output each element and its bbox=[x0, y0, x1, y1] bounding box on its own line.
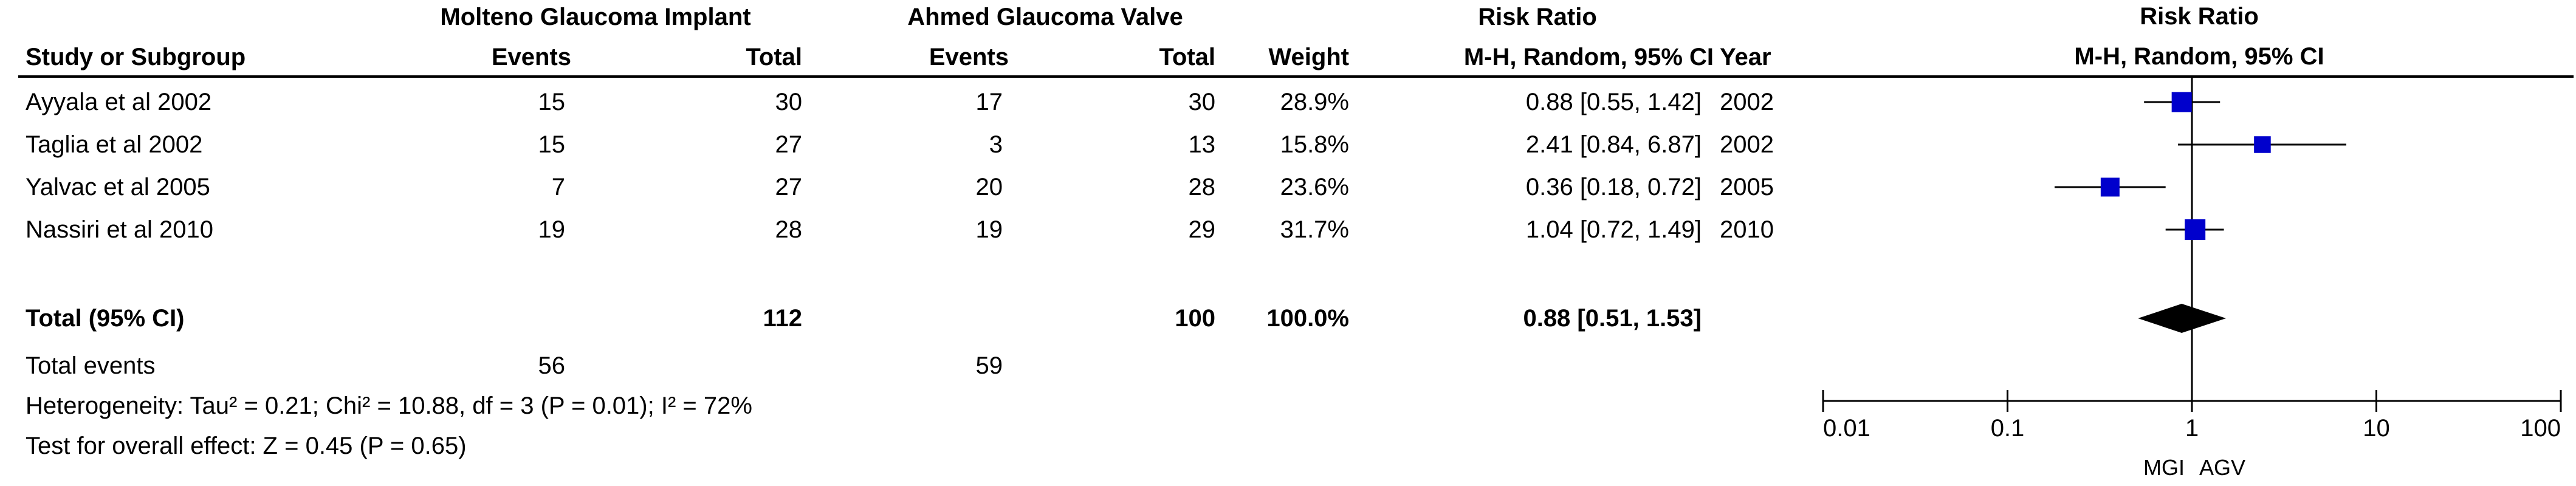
x-tick-label: 1 bbox=[2185, 415, 2199, 442]
control-total: 30 bbox=[1188, 89, 1216, 115]
experimental-events: 15 bbox=[538, 131, 566, 158]
study-ci: 1.04 [0.72, 1.49] bbox=[1525, 216, 1702, 243]
plot-title: Risk Ratio bbox=[2140, 3, 2259, 30]
x-tick-label: 0.1 bbox=[1991, 415, 2025, 442]
header-rule bbox=[18, 75, 2574, 78]
experimental-group-header: Molteno Glaucoma Implant bbox=[440, 4, 751, 30]
experimental-total: 27 bbox=[775, 174, 803, 200]
control-total: 29 bbox=[1188, 216, 1216, 243]
study-name: Taglia et al 2002 bbox=[26, 131, 203, 158]
favours-left-label: MGI bbox=[2143, 455, 2185, 480]
control-events: 20 bbox=[975, 174, 1003, 200]
experimental-events: 7 bbox=[551, 174, 565, 200]
x-tick-label: 10 bbox=[2363, 415, 2390, 442]
study-year: 2002 bbox=[1720, 131, 1774, 158]
control-total-header: Total bbox=[1159, 44, 1215, 70]
control-events-header: Events bbox=[929, 44, 1009, 70]
favours-right-label: AGV bbox=[2199, 455, 2245, 480]
total-experimental-total: 112 bbox=[763, 305, 802, 332]
study-weight: 15.8% bbox=[1280, 131, 1349, 158]
study-year: 2010 bbox=[1720, 216, 1774, 243]
total-ci: 0.88 [0.51, 1.53] bbox=[1523, 305, 1702, 332]
pooled-diamond bbox=[2138, 304, 2227, 333]
x-tick-label: 100 bbox=[2520, 415, 2561, 442]
overall-effect-text: Test for overall effect: Z = 0.45 (P = 0… bbox=[26, 433, 467, 459]
plot-method: M-H, Random, 95% CI bbox=[2074, 43, 2324, 70]
study-year: 2005 bbox=[1720, 174, 1774, 200]
ci-method-header: M-H, Random, 95% CI bbox=[1463, 44, 1714, 70]
study-ci: 0.36 [0.18, 0.72] bbox=[1525, 174, 1702, 200]
control-events: 3 bbox=[989, 131, 1003, 158]
study-weight: 23.6% bbox=[1280, 174, 1349, 200]
x-tick-label: 0.01 bbox=[1823, 415, 1870, 442]
year-header: Year bbox=[1720, 44, 1771, 70]
experimental-total-header: Total bbox=[746, 44, 802, 70]
total-events-label: Total events bbox=[26, 352, 156, 379]
study-ci: 0.88 [0.55, 1.42] bbox=[1525, 89, 1702, 115]
study-weight: 31.7% bbox=[1280, 216, 1349, 243]
control-events: 17 bbox=[975, 89, 1003, 115]
total-weight: 100.0% bbox=[1266, 305, 1349, 332]
study-estimate-marker bbox=[2100, 177, 2120, 197]
total-events-control: 59 bbox=[975, 352, 1003, 379]
study-name: Ayyala et al 2002 bbox=[26, 89, 212, 115]
heterogeneity-text: Heterogeneity: Tau² = 0.21; Chi² = 10.88… bbox=[26, 392, 752, 419]
total-events-experimental: 56 bbox=[538, 352, 566, 379]
study-name: Nassiri et al 2010 bbox=[26, 216, 214, 243]
experimental-events: 15 bbox=[538, 89, 566, 115]
study-name: Yalvac et al 2005 bbox=[26, 174, 210, 200]
risk-ratio-header: Risk Ratio bbox=[1478, 4, 1597, 30]
experimental-events-header: Events bbox=[491, 44, 571, 70]
weight-header: Weight bbox=[1268, 44, 1349, 70]
study-estimate-marker bbox=[2185, 219, 2206, 240]
control-events: 19 bbox=[975, 216, 1003, 243]
experimental-total: 28 bbox=[775, 216, 803, 243]
control-group-header: Ahmed Glaucoma Valve bbox=[907, 4, 1183, 30]
control-total: 13 bbox=[1188, 131, 1216, 158]
study-column-header: Study or Subgroup bbox=[26, 44, 246, 70]
forest-plot: Risk Ratio M-H, Random, 95% CI 0.01 0.1 1 1… bbox=[1822, 3, 2562, 480]
control-total: 28 bbox=[1188, 174, 1216, 200]
total-label: Total (95% CI) bbox=[26, 305, 185, 332]
study-estimate-marker bbox=[2171, 92, 2192, 112]
study-estimate-marker bbox=[2254, 136, 2271, 153]
study-ci: 2.41 [0.84, 6.87] bbox=[1525, 131, 1702, 158]
experimental-total: 30 bbox=[775, 89, 803, 115]
experimental-events: 19 bbox=[538, 216, 566, 243]
study-year: 2002 bbox=[1720, 89, 1774, 115]
study-weight: 28.9% bbox=[1280, 89, 1349, 115]
total-control-total: 100 bbox=[1175, 305, 1215, 332]
experimental-total: 27 bbox=[775, 131, 803, 158]
